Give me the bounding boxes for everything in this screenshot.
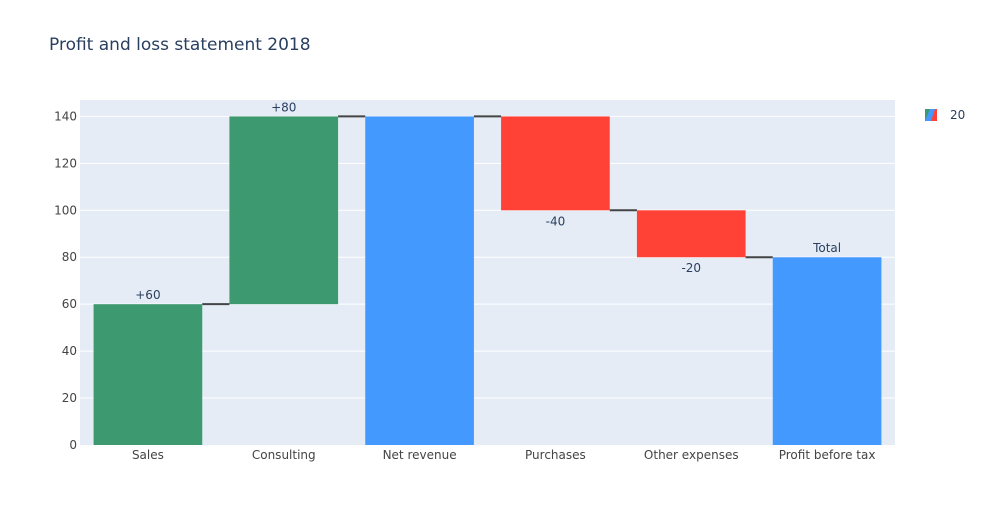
legend-icon[interactable] (925, 109, 937, 121)
bar-value-label: -20 (681, 261, 701, 275)
bar-value-label: -40 (546, 214, 566, 228)
bar-value-label: +60 (135, 288, 160, 302)
y-tick-label: 40 (62, 344, 77, 358)
x-tick-label: Net revenue (383, 448, 457, 462)
x-axis-ticks: Sales Consulting Net revenue Purchases Other… (132, 448, 876, 462)
bars (93, 116, 882, 445)
legend-swatch-decreasing[interactable] (931, 109, 937, 121)
bar-net-revenue[interactable] (365, 116, 474, 445)
legend-label[interactable]: 20 (950, 108, 965, 122)
bar-value-label: +80 (271, 100, 296, 114)
bar-purchases[interactable] (501, 116, 610, 211)
bar-profit-before-tax[interactable] (772, 257, 882, 445)
y-tick-label: 80 (62, 250, 77, 264)
y-axis-ticks: 0 20 40 60 80 100 120 140 (54, 109, 77, 452)
y-tick-label: 140 (54, 109, 77, 123)
y-tick-label: 100 (54, 203, 77, 217)
bar-other-expenses[interactable] (636, 210, 746, 258)
bar-consulting[interactable] (229, 116, 339, 305)
bar-sales[interactable] (93, 304, 203, 445)
y-tick-label: 0 (69, 438, 77, 452)
bar-labels: +60 +80 -40 -20 Total (135, 100, 841, 302)
plot-area (80, 100, 895, 445)
x-tick-label: Purchases (525, 448, 586, 462)
y-tick-label: 20 (62, 391, 77, 405)
x-tick-label: Consulting (252, 448, 316, 462)
legend[interactable]: 20 (925, 108, 965, 122)
x-tick-label: Other expenses (644, 448, 739, 462)
legend-swatch-increasing[interactable] (925, 109, 930, 121)
chart-title: Profit and loss statement 2018 (49, 35, 311, 55)
y-tick-label: 120 (54, 156, 77, 170)
y-tick-label: 60 (62, 297, 77, 311)
connectors (202, 115, 773, 306)
bar-value-label: Total (812, 241, 841, 255)
x-tick-label: Profit before tax (779, 448, 876, 462)
x-tick-label: Sales (132, 448, 164, 462)
